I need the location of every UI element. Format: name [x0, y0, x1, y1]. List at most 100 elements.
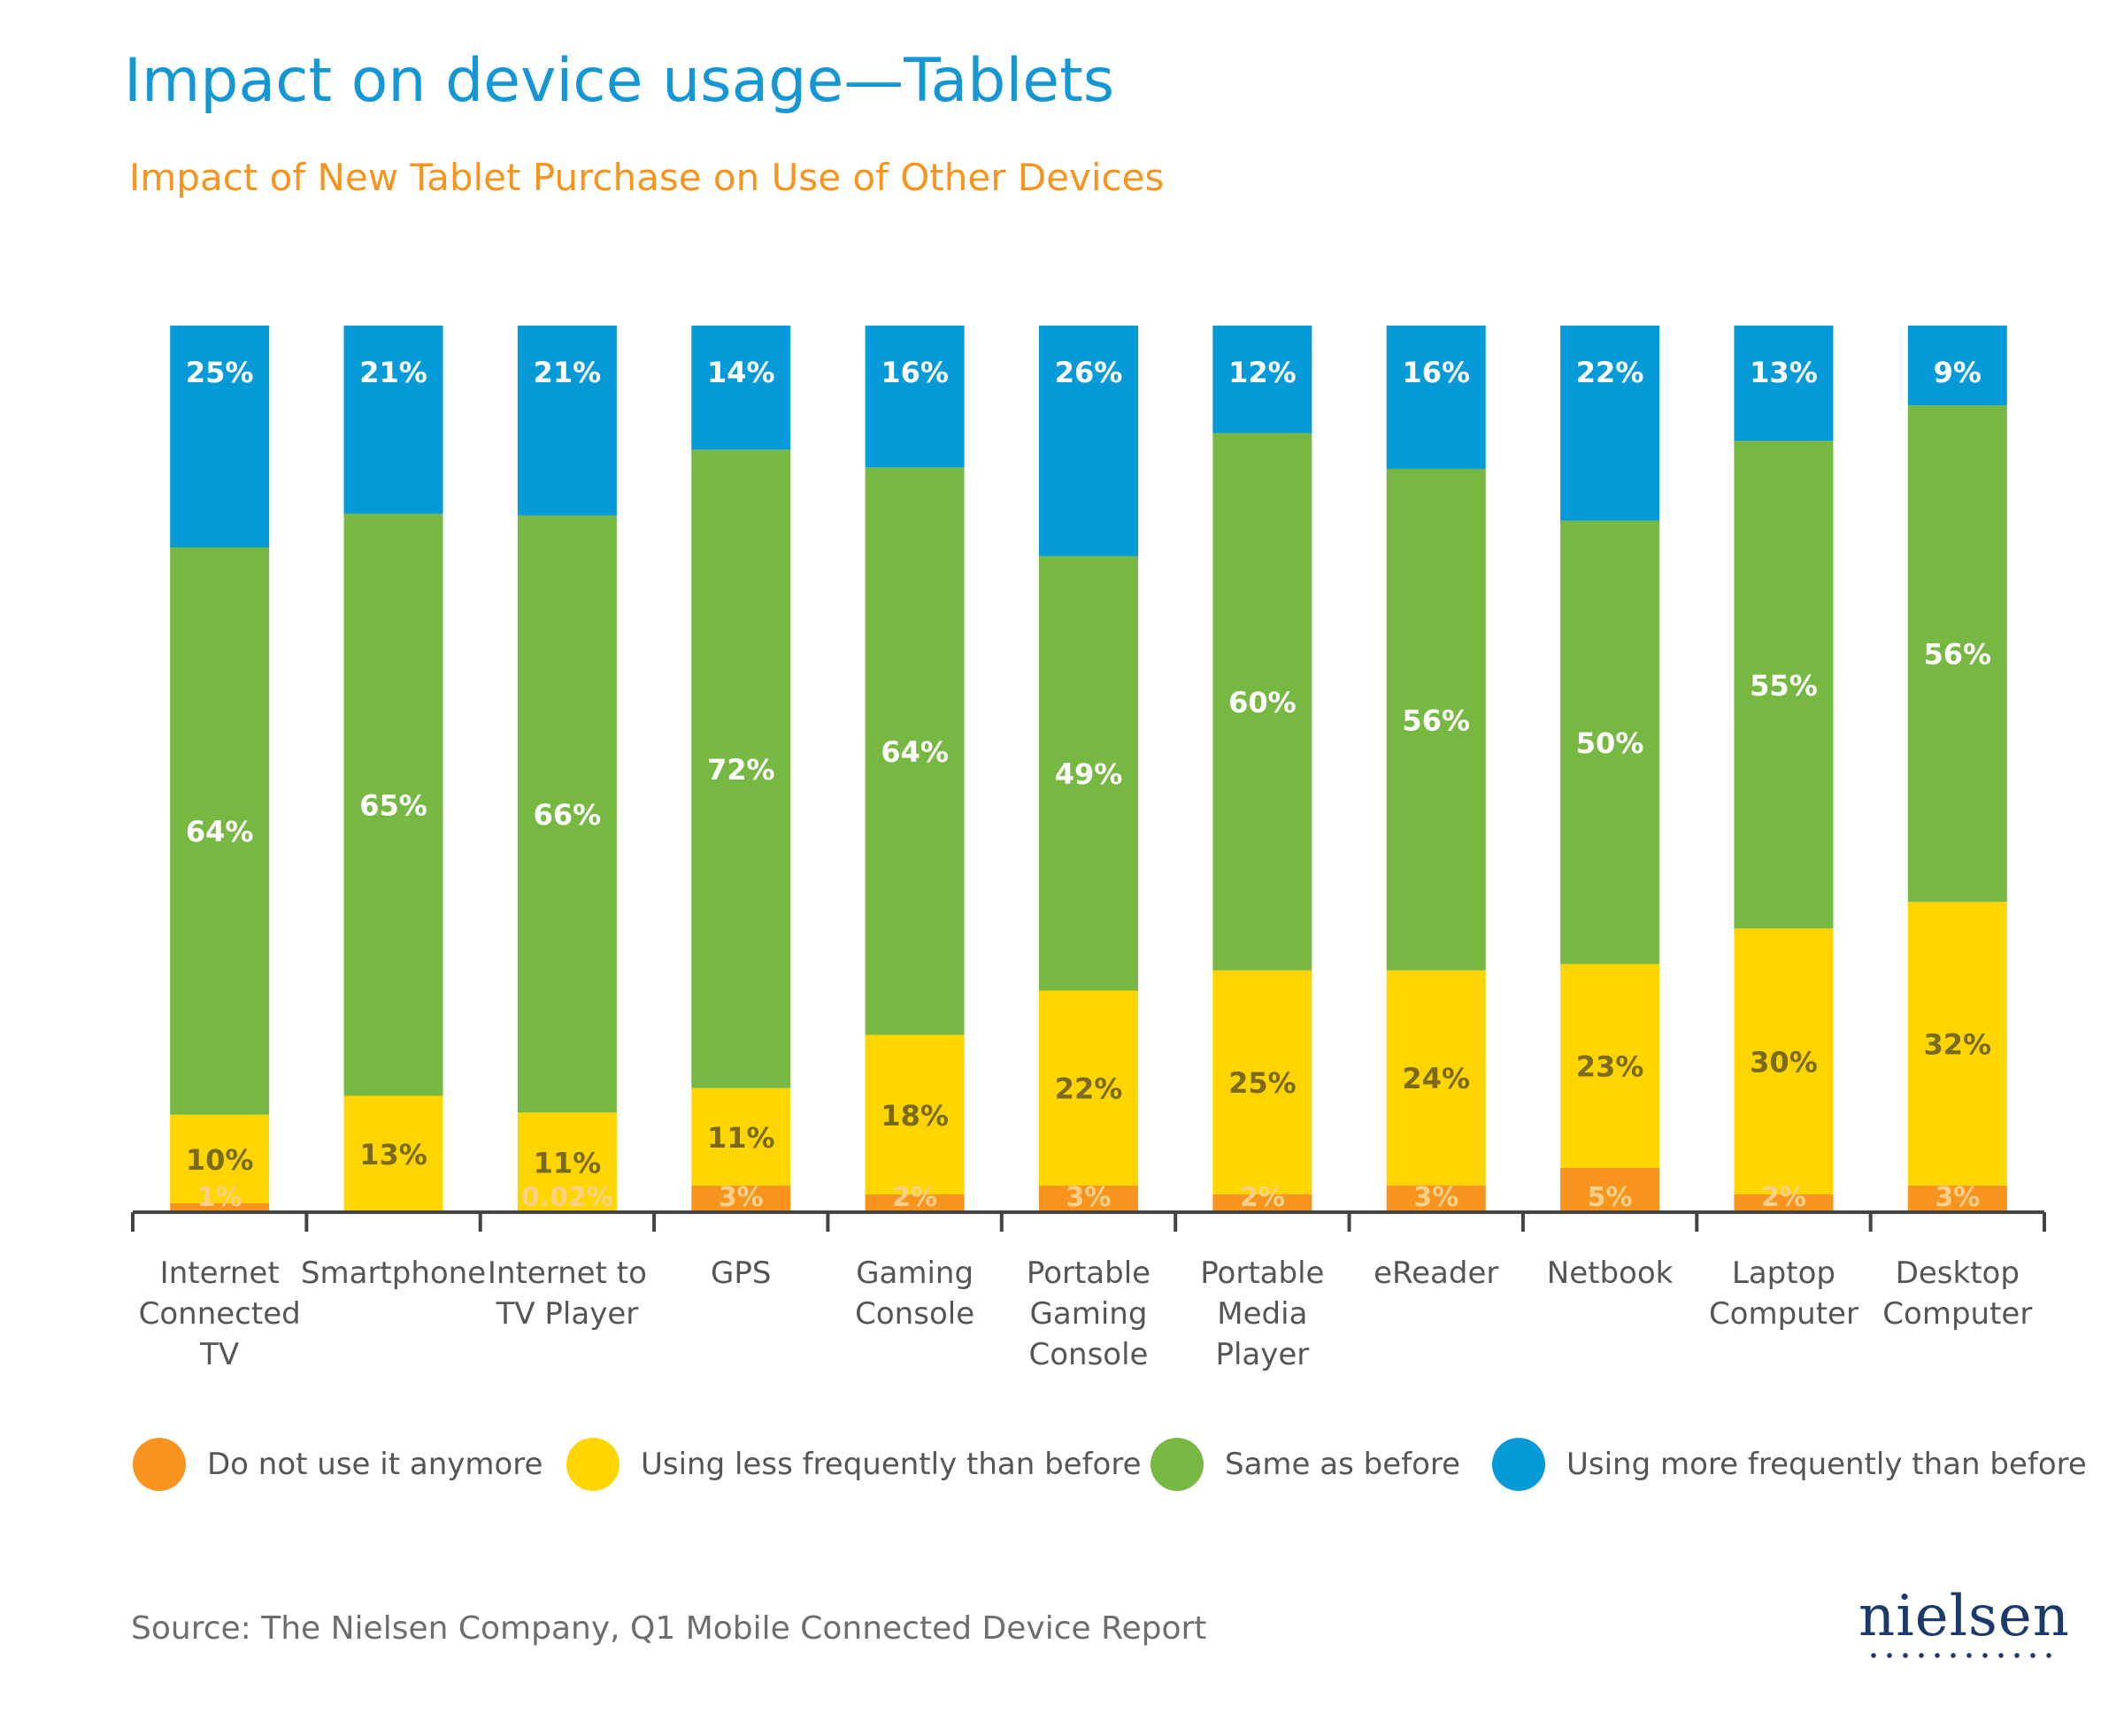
data-label-ereader-using-more-frequently-than-before: 16% [1402, 356, 1470, 389]
bar-laptop-computer-do-not-use-it-anymore [1734, 1194, 1834, 1212]
x-tick-label-internet-connected-tv: TV [199, 1337, 239, 1372]
bar-internet-to-tv-player-using-more-frequently-than-before [517, 326, 617, 516]
bar-portable-gaming-console-same-as-before [1039, 556, 1138, 991]
bar-ereader-do-not-use-it-anymore [1386, 1185, 1486, 1212]
chart-subtitle: Impact of New Tablet Purchase on Use of … [129, 156, 1165, 199]
bar-gps-using-more-frequently-than-before [691, 326, 791, 450]
x-tick-label-gaming-console: Gaming [856, 1256, 974, 1291]
data-label-portable-media-player-do-not-use-it-anymore: 2% [1240, 1182, 1285, 1213]
bar-gps-same-as-before [691, 449, 791, 1088]
data-label-smartphone-using-more-frequently-than-before: 21% [359, 356, 427, 389]
data-label-portable-gaming-console-do-not-use-it-anymore: 3% [1066, 1182, 1112, 1213]
data-label-internet-connected-tv-do-not-use-it-anymore: 1% [197, 1182, 242, 1213]
bar-internet-to-tv-player-same-as-before [517, 515, 617, 1113]
x-tick-label-gps: GPS [711, 1256, 771, 1291]
data-label-laptop-computer-same-as-before: 55% [1750, 669, 1818, 703]
x-tick-label-desktop-computer: Computer [1882, 1296, 2032, 1332]
bar-netbook-using-more-frequently-than-before [1560, 326, 1660, 521]
data-label-internet-connected-tv-same-as-before: 64% [186, 815, 254, 849]
bar-netbook-using-less-frequently-than-before [1560, 964, 1660, 1168]
logo-text: nielsen [1858, 1584, 2070, 1649]
bar-internet-to-tv-player-using-less-frequently-than-before [517, 1112, 617, 1212]
data-label-ereader-same-as-before: 56% [1402, 703, 1470, 737]
data-label-internet-to-tv-player-using-less-frequently-than-before: 11% [534, 1147, 602, 1180]
logo-dots [1866, 1653, 2055, 1658]
bar-gps-using-less-frequently-than-before [691, 1087, 791, 1186]
legend-item-do-not-use: Do not use it anymore [133, 1433, 543, 1495]
bar-smartphone-using-less-frequently-than-before [343, 1095, 443, 1212]
bar-gaming-console-do-not-use-it-anymore [865, 1194, 965, 1212]
bar-laptop-computer-using-less-frequently-than-before [1734, 928, 1834, 1194]
data-label-ereader-using-less-frequently-than-before: 24% [1402, 1062, 1470, 1095]
bar-desktop-computer-do-not-use-it-anymore [1907, 1185, 2007, 1212]
bar-portable-gaming-console-using-less-frequently-than-before [1039, 990, 1138, 1186]
bar-internet-connected-tv-using-less-frequently-than-before [170, 1114, 270, 1203]
bar-laptop-computer-same-as-before [1734, 441, 1834, 929]
data-label-gps-using-more-frequently-than-before: 14% [707, 356, 775, 389]
data-label-ereader-do-not-use-it-anymore: 3% [1413, 1182, 1458, 1213]
x-tick-label-gaming-console: Console [855, 1296, 974, 1332]
bar-ereader-using-more-frequently-than-before [1386, 326, 1486, 469]
bar-gaming-console-using-more-frequently-than-before [865, 326, 965, 468]
bar-portable-media-player-using-less-frequently-than-before [1212, 970, 1312, 1194]
data-label-portable-gaming-console-using-more-frequently-than-before: 26% [1055, 356, 1123, 389]
bar-desktop-computer-using-more-frequently-than-before [1907, 326, 2007, 406]
bar-internet-connected-tv-using-more-frequently-than-before [170, 326, 270, 548]
x-tick-label-desktop-computer: Desktop [1896, 1256, 2020, 1291]
data-label-portable-media-player-using-less-frequently-than-before: 25% [1228, 1066, 1297, 1100]
bar-netbook-do-not-use-it-anymore [1560, 1167, 1660, 1212]
legend-swatch-do-not-use [133, 1438, 186, 1491]
bar-portable-gaming-console-do-not-use-it-anymore [1039, 1185, 1138, 1212]
bar-internet-connected-tv-do-not-use-it-anymore [170, 1202, 270, 1212]
x-tick-label-portable-media-player: Media [1217, 1296, 1307, 1332]
x-tick-label-laptop-computer: Computer [1709, 1296, 1858, 1332]
legend-swatch-using-less [566, 1438, 620, 1491]
legend-label-do-not-use: Do not use it anymore [207, 1447, 543, 1482]
data-label-portable-gaming-console-using-less-frequently-than-before: 22% [1055, 1072, 1123, 1106]
data-label-internet-to-tv-player-using-more-frequently-than-before: 21% [534, 356, 602, 389]
bar-gaming-console-same-as-before [865, 467, 965, 1035]
data-label-netbook-do-not-use-it-anymore: 5% [1588, 1182, 1633, 1213]
data-label-netbook-using-less-frequently-than-before: 23% [1576, 1050, 1644, 1084]
data-label-netbook-using-more-frequently-than-before: 22% [1576, 356, 1644, 389]
legend-swatch-using-more [1492, 1438, 1545, 1491]
bar-desktop-computer-same-as-before [1907, 405, 2007, 903]
legend-item-using-more: Using more frequently than before [1492, 1433, 2087, 1495]
data-label-desktop-computer-using-less-frequently-than-before: 32% [1924, 1028, 1992, 1062]
data-label-desktop-computer-do-not-use-it-anymore: 3% [1935, 1182, 1980, 1213]
x-tick-label-internet-connected-tv: Internet [160, 1256, 280, 1291]
data-label-gaming-console-using-less-frequently-than-before: 18% [881, 1099, 949, 1133]
data-label-gps-same-as-before: 72% [707, 753, 775, 787]
bar-desktop-computer-using-less-frequently-than-before [1907, 902, 2007, 1186]
data-label-portable-media-player-using-more-frequently-than-before: 12% [1228, 356, 1297, 389]
data-label-portable-gaming-console-same-as-before: 49% [1055, 757, 1123, 791]
x-tick-label-laptop-computer: Laptop [1732, 1256, 1835, 1291]
data-label-gps-do-not-use-it-anymore: 3% [719, 1182, 764, 1213]
x-tick-label-internet-connected-tv: Connected [139, 1296, 301, 1332]
legend-label-using-less: Using less frequently than before [641, 1447, 1142, 1482]
source-note: Source: The Nielsen Company, Q1 Mobile C… [131, 1610, 1207, 1647]
bar-ereader-using-less-frequently-than-before [1386, 970, 1486, 1186]
bar-portable-media-player-do-not-use-it-anymore [1212, 1194, 1312, 1212]
bar-smartphone-using-more-frequently-than-before [343, 326, 443, 514]
legend-label-same: Same as before [1225, 1447, 1461, 1482]
legend: Do not use it anymore Using less frequen… [133, 1433, 2087, 1495]
data-label-desktop-computer-using-more-frequently-than-before: 9% [1934, 356, 1982, 389]
data-label-gaming-console-do-not-use-it-anymore: 2% [892, 1182, 937, 1213]
bar-gaming-console-using-less-frequently-than-before [865, 1034, 965, 1194]
data-label-laptop-computer-do-not-use-it-anymore: 2% [1761, 1182, 1806, 1213]
data-label-netbook-same-as-before: 50% [1576, 726, 1644, 760]
data-label-internet-to-tv-player-do-not-use-it-anymore: 0.02% [521, 1182, 613, 1213]
data-label-gaming-console-using-more-frequently-than-before: 16% [881, 356, 949, 389]
data-label-desktop-computer-same-as-before: 56% [1924, 638, 1992, 672]
bar-portable-media-player-using-more-frequently-than-before [1212, 326, 1312, 434]
legend-item-using-less: Using less frequently than before [566, 1433, 1142, 1495]
x-tick-label-portable-gaming-console: Gaming [1030, 1296, 1148, 1332]
stacked-bar-chart: 1% 10% 64% 25% Internet Connected TV 13% 65% 21% S… [131, 326, 2046, 1372]
x-tick-label-smartphone: Smartphone [301, 1256, 486, 1291]
x-tick-label-portable-media-player: Player [1215, 1337, 1309, 1372]
data-label-internet-connected-tv-using-more-frequently-than-before: 25% [186, 356, 254, 389]
bar-netbook-same-as-before [1560, 520, 1660, 964]
nielsen-logo: nielsen [1858, 1584, 2069, 1663]
legend-swatch-same [1150, 1438, 1204, 1491]
